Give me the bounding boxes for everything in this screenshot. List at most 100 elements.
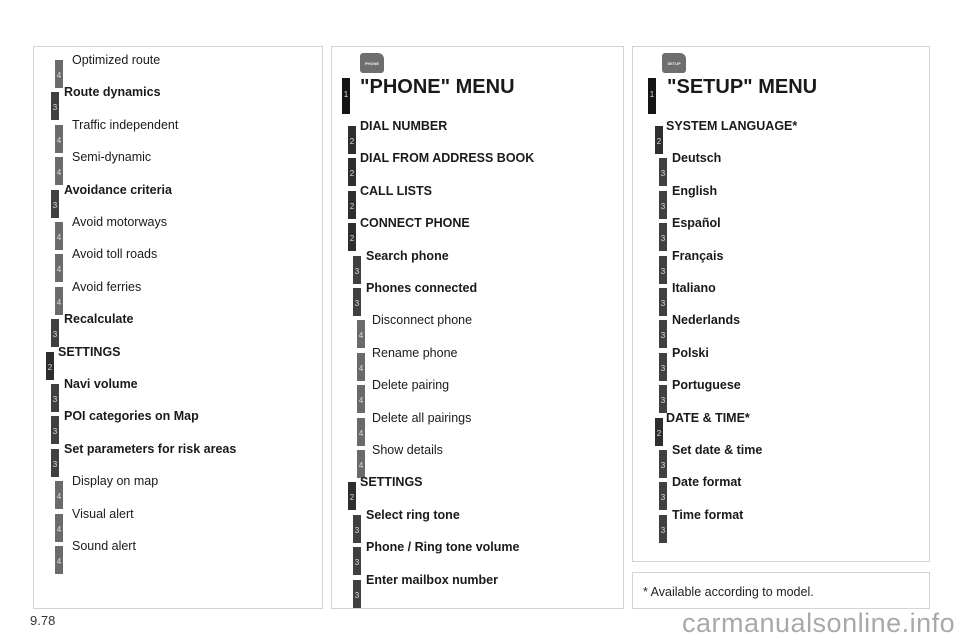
level-badge: 4 (357, 352, 365, 381)
menu-item-label: Navi volume (64, 377, 138, 391)
menu-item: 3 English (633, 183, 903, 219)
menu-item-label: Show details (372, 443, 443, 457)
level-badge: 4 (55, 481, 63, 510)
level-badge: 3 (51, 448, 59, 477)
level-badge: 4 (357, 320, 365, 349)
level-badge: 3 (51, 92, 59, 121)
watermark: carmanualsonline.info (682, 608, 956, 638)
menu-item-label: Select ring tone (366, 507, 460, 522)
menu-item: 3 Set parameters for risk areas (34, 442, 304, 477)
setup-menu-panel: SETUP 1 "SETUP" MENU 2 SYSTEM LANGUAGE* 3 D… (632, 46, 930, 562)
menu-item: 4 Avoid toll roads (34, 247, 304, 283)
menu-item-label: Sound alert (72, 539, 136, 553)
menu-item-label: Visual alert (72, 506, 134, 521)
level-badge: 3 (353, 547, 361, 576)
menu-item-label: Display on map (72, 474, 159, 489)
level-badge: 2 (655, 126, 663, 154)
menu-item-label: SETTINGS (58, 344, 121, 359)
level-badge: 4 (55, 546, 63, 574)
level-badge: 3 (659, 320, 667, 349)
menu-item: 3 Phone / Ring tone volume (332, 540, 602, 576)
level-badge: 3 (659, 288, 667, 316)
menu-item-label: Search phone (366, 248, 449, 263)
menu-item: 4 Semi-dynamic (34, 150, 304, 186)
menu-item: 2 DIAL NUMBER (332, 119, 602, 154)
level-badge: 3 (51, 416, 59, 445)
menu-item: 3 Search phone (332, 248, 602, 284)
footnote-box: * Available according to model. (632, 572, 930, 609)
menu-item: 4 Delete pairing (332, 378, 602, 414)
level-badge: 2 (348, 482, 356, 511)
phone-menu-panel: PHONE 1 "PHONE" MENU 2 DIAL NUMBER 2 DIAL F… (331, 46, 624, 609)
menu-item: 3 Navi volume (34, 377, 304, 412)
level-badge: 4 (357, 417, 365, 446)
menu-item-label: Recalculate (64, 312, 134, 327)
level-badge: 3 (51, 384, 59, 412)
level-badge: 4 (55, 124, 63, 153)
level-badge: 3 (659, 352, 667, 381)
menu-item: 3 Français (633, 248, 903, 284)
menu-item: 3 Route dynamics (34, 85, 304, 121)
menu-item-label: DATE & TIME* (666, 410, 750, 425)
level-badge: 3 (51, 319, 59, 348)
menu-item-label: Delete pairing (372, 378, 450, 393)
menu-item: 2 CALL LISTS (332, 183, 602, 219)
level-badge: 3 (659, 223, 667, 252)
menu-item: 3 Recalculate (34, 312, 304, 348)
level-badge: 4 (55, 157, 63, 186)
level-badge: 4 (55, 222, 63, 250)
menu-item-label: CONNECT PHONE (360, 216, 470, 231)
menu-item: 3 Deutsch (633, 151, 903, 187)
menu-item-label: Disconnect phone (372, 313, 473, 328)
phone-menu-title: "PHONE" MENU (360, 76, 515, 98)
menu-item-label: Route dynamics (64, 85, 161, 100)
menu-item: 3 Español (633, 216, 903, 252)
level-badge: 2 (348, 190, 356, 219)
level-badge: 3 (353, 514, 361, 543)
menu-item-label: Optimized route (72, 53, 161, 67)
level-badge: 2 (348, 126, 356, 154)
menu-item: 4 Optimized route (34, 53, 304, 88)
menu-item: 3 POI categories on Map (34, 409, 304, 445)
menu-item-label: Delete all pairings (372, 410, 472, 425)
menu-item-label: DIAL NUMBER (360, 119, 448, 133)
level-badge: 3 (659, 514, 667, 543)
menu-item-label: English (672, 183, 718, 198)
menu-item: 3 Enter mailbox number (332, 573, 602, 608)
menu-item-label: Portuguese (672, 378, 741, 393)
level-badge: 3 (51, 189, 59, 218)
menu-item: 2 DATE & TIME* (633, 410, 903, 446)
level-badge: 3 (353, 579, 361, 608)
level-badge: 3 (353, 255, 361, 284)
menu-item-label: CALL LISTS (360, 183, 432, 198)
level-badge: 3 (659, 450, 667, 478)
menu-item: 3 Phones connected (332, 281, 602, 316)
menu-item: 2 DIAL FROM ADDRESS BOOK (332, 151, 602, 187)
menu-item: 3 Italiano (633, 281, 903, 316)
menu-item-label: Polski (672, 345, 709, 360)
menu-item: 2 CONNECT PHONE (332, 216, 602, 252)
menu-item-label: Avoid motorways (72, 215, 167, 229)
menu-item-label: Deutsch (672, 151, 722, 166)
menu-item-label: Français (672, 248, 724, 263)
level-badge: 4 (55, 254, 63, 283)
phone-button-icon: PHONE (360, 53, 384, 73)
menu-item: 3 Date format (633, 475, 903, 511)
menu-item-label: Avoid toll roads (72, 247, 158, 262)
menu-item-label: Italiano (672, 281, 716, 295)
menu-item: 3 Portuguese (633, 378, 903, 414)
level-badge: 3 (659, 482, 667, 511)
menu-item-label: Rename phone (372, 345, 458, 360)
level-badge: 4 (357, 450, 365, 478)
level-badge: 2 (348, 223, 356, 252)
menu-item: 4 Rename phone (332, 345, 602, 381)
menu-item: 4 Avoid ferries (34, 280, 304, 315)
footnote-text: * Available according to model. (643, 585, 814, 599)
level-badge: 3 (659, 158, 667, 187)
menu-item: 3 Select ring tone (332, 507, 602, 543)
level-badge: 3 (659, 385, 667, 414)
level-badge: 4 (55, 286, 63, 315)
level-badge: 3 (659, 255, 667, 284)
menu-item-label: Date format (672, 475, 742, 490)
menu-item: 3 Nederlands (633, 313, 903, 349)
